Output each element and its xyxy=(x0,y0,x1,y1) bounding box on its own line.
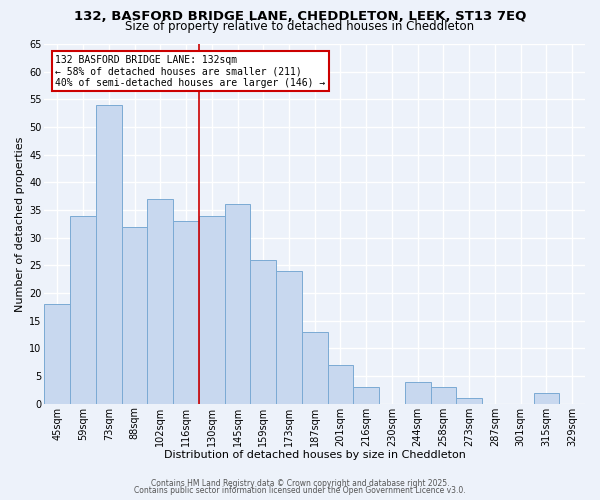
Bar xyxy=(431,387,456,404)
Bar xyxy=(302,332,328,404)
Bar xyxy=(122,226,148,404)
Text: Size of property relative to detached houses in Cheddleton: Size of property relative to detached ho… xyxy=(125,20,475,33)
Bar xyxy=(44,304,70,404)
Bar xyxy=(276,271,302,404)
X-axis label: Distribution of detached houses by size in Cheddleton: Distribution of detached houses by size … xyxy=(164,450,466,460)
Bar xyxy=(96,105,122,404)
Bar xyxy=(173,221,199,404)
Y-axis label: Number of detached properties: Number of detached properties xyxy=(15,136,25,312)
Bar xyxy=(353,387,379,404)
Text: 132, BASFORD BRIDGE LANE, CHEDDLETON, LEEK, ST13 7EQ: 132, BASFORD BRIDGE LANE, CHEDDLETON, LE… xyxy=(74,10,526,23)
Bar xyxy=(70,216,96,404)
Bar xyxy=(533,392,559,404)
Bar xyxy=(224,204,250,404)
Bar xyxy=(328,365,353,404)
Bar xyxy=(199,216,224,404)
Text: 132 BASFORD BRIDGE LANE: 132sqm
← 58% of detached houses are smaller (211)
40% o: 132 BASFORD BRIDGE LANE: 132sqm ← 58% of… xyxy=(55,55,326,88)
Bar xyxy=(456,398,482,404)
Bar xyxy=(405,382,431,404)
Bar xyxy=(148,199,173,404)
Text: Contains HM Land Registry data © Crown copyright and database right 2025.: Contains HM Land Registry data © Crown c… xyxy=(151,478,449,488)
Bar xyxy=(250,260,276,404)
Text: Contains public sector information licensed under the Open Government Licence v3: Contains public sector information licen… xyxy=(134,486,466,495)
